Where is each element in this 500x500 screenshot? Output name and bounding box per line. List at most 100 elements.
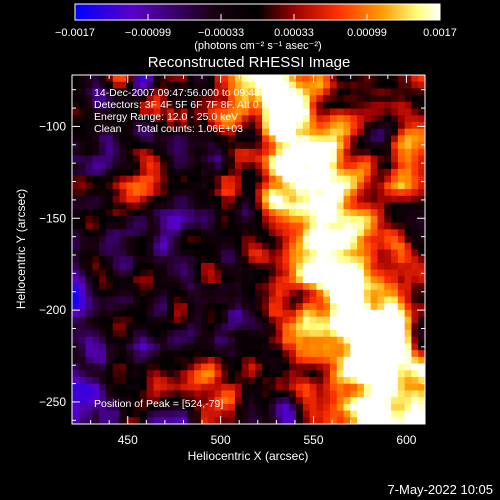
heatmap-cell — [357, 370, 365, 378]
heatmap-cell — [363, 75, 372, 83]
heatmap-cell — [112, 370, 121, 378]
heatmap-cell — [167, 215, 175, 224]
heatmap-cell — [146, 182, 155, 190]
heatmap-cell — [343, 121, 351, 130]
heatmap-cell — [200, 81, 209, 90]
heatmap-cell — [112, 336, 121, 345]
heatmap-cell — [105, 289, 114, 298]
heatmap-cell — [85, 209, 93, 217]
heatmap-cell — [78, 128, 87, 136]
heatmap-cell — [404, 377, 413, 385]
heatmap-cell — [126, 215, 134, 224]
heatmap-cell — [296, 323, 304, 331]
heatmap-cell — [160, 108, 168, 116]
heatmap-cell — [350, 135, 358, 143]
heatmap-cell — [377, 262, 385, 271]
heatmap-cell — [296, 410, 304, 418]
heatmap-cell — [397, 236, 406, 244]
heatmap-cell — [92, 148, 100, 157]
heatmap-cell — [119, 303, 127, 311]
heatmap-cell — [119, 175, 127, 183]
heatmap-cell — [200, 309, 209, 318]
heatmap-cell — [78, 377, 87, 385]
heatmap-cell — [363, 249, 372, 257]
heatmap-cell — [234, 189, 243, 197]
heatmap-cell — [262, 269, 270, 277]
heatmap-cell — [200, 142, 209, 150]
annotation-clean-counts: Clean Total counts: 1.06E+03 — [94, 123, 243, 135]
heatmap-cell — [119, 296, 127, 304]
heatmap-cell — [167, 262, 175, 271]
heatmap-cell — [282, 296, 290, 304]
heatmap-cell — [329, 101, 338, 110]
heatmap-cell — [180, 81, 189, 90]
heatmap-cell — [146, 417, 155, 424]
heatmap-cell — [343, 236, 351, 244]
heatmap-cell — [262, 309, 270, 318]
heatmap-cell — [173, 370, 182, 378]
heatmap-cell — [289, 128, 297, 136]
heatmap-cell — [207, 236, 216, 244]
heatmap-cell — [167, 128, 175, 136]
heatmap-cell — [391, 108, 399, 116]
heatmap-cell — [275, 115, 284, 123]
heatmap-cell — [370, 289, 379, 298]
heatmap-cell — [119, 256, 127, 264]
heatmap-cell — [200, 397, 209, 405]
heatmap-cell — [221, 182, 229, 190]
heatmap-cell — [99, 289, 107, 298]
heatmap-cell — [343, 115, 351, 123]
heatmap-cell — [323, 276, 331, 284]
heatmap-cell — [228, 397, 236, 405]
heatmap-cell — [167, 236, 175, 244]
heatmap-cell — [180, 189, 189, 197]
heatmap-cell — [72, 162, 80, 170]
heatmap-cell — [119, 202, 127, 210]
heatmap-cell — [302, 88, 311, 96]
heatmap-cell — [289, 88, 297, 96]
heatmap-cell — [316, 330, 324, 338]
heatmap-cell — [200, 121, 209, 130]
heatmap-cell — [404, 101, 413, 110]
heatmap-cell — [99, 155, 107, 163]
heatmap-cell — [105, 155, 114, 163]
heatmap-cell — [112, 75, 121, 83]
heatmap-cell — [404, 168, 413, 177]
heatmap-cell — [105, 168, 114, 177]
heatmap-cell — [363, 296, 372, 304]
heatmap-cell — [255, 155, 263, 163]
heatmap-cell — [153, 229, 161, 237]
heatmap-cell — [180, 383, 189, 392]
heatmap-cell — [282, 242, 290, 251]
heatmap-cell — [105, 410, 114, 418]
heatmap-cell — [336, 115, 345, 123]
heatmap-cell — [92, 316, 100, 324]
heatmap-cell — [173, 128, 182, 136]
heatmap-cell — [316, 343, 324, 351]
heatmap-cell — [167, 397, 175, 405]
heatmap-cell — [357, 215, 365, 224]
heatmap-cell — [180, 403, 189, 412]
heatmap-cell — [268, 316, 277, 324]
heatmap-cell — [194, 410, 202, 418]
heatmap-cell — [289, 343, 297, 351]
heatmap-cell — [404, 215, 413, 224]
heatmap-cell — [92, 276, 100, 284]
heatmap-cell — [92, 175, 100, 183]
heatmap-cell — [262, 403, 270, 412]
heatmap-cell — [153, 195, 161, 204]
heatmap-cell — [350, 323, 358, 331]
heatmap-cell — [343, 417, 351, 424]
heatmap-cell — [255, 108, 263, 116]
heatmap-cell — [404, 155, 413, 163]
heatmap-cell — [323, 121, 331, 130]
heatmap-cell — [214, 88, 222, 96]
heatmap-cell — [200, 168, 209, 177]
heatmap-cell — [105, 269, 114, 277]
heatmap-cell — [262, 128, 270, 136]
heatmap-cell — [302, 383, 311, 392]
heatmap-cell — [268, 356, 277, 365]
heatmap-cell — [357, 289, 365, 298]
heatmap-cell — [153, 202, 161, 210]
heatmap-cell — [112, 410, 121, 418]
